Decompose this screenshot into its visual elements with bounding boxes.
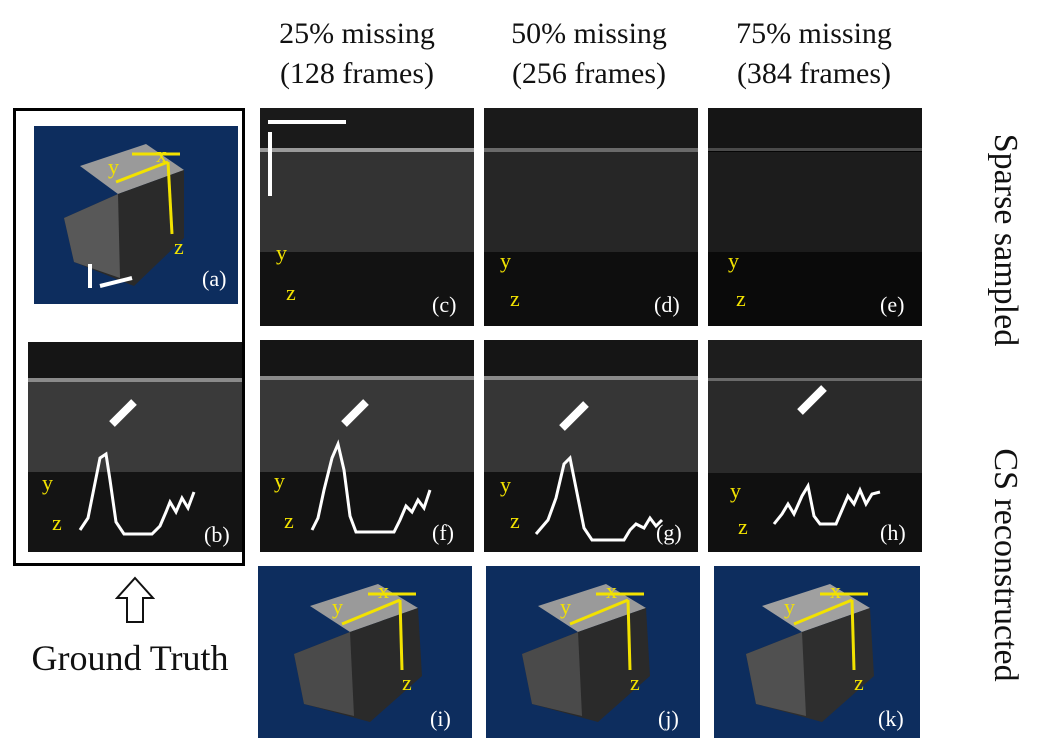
row-label-sparse: Sparse sampled [987,133,1024,347]
panel-label-a: (a) [202,266,227,291]
bscan-image [28,342,242,552]
axis-z-label: z [738,514,748,539]
row-label-cs: CS reconstructed [987,448,1024,682]
column-header-line2: (256 frames) [511,57,667,90]
axis-y-label: y [730,478,741,503]
axis-z-label: z [286,280,296,305]
column-header-75: 75% missing (384 frames) [709,14,919,94]
panel-label-k: (k) [878,706,904,731]
column-header-line1: 75% missing [736,17,892,50]
axis-y-label: y [274,468,285,493]
panel-c-sparse: y z (c) [260,108,474,326]
axis-x-label: x [378,578,389,603]
axis-z-label: z [174,234,184,259]
panel-label-j: (j) [658,706,679,731]
column-header-line2: (384 frames) [736,57,892,90]
panel-h-cs: y z (h) [708,340,922,552]
axis-y-label: y [42,470,53,495]
axis-z-label: z [52,510,62,535]
panel-label-g: (g) [656,520,682,545]
panel-label-b: (b) [204,522,230,547]
axis-y-label: y [728,248,739,273]
axis-z-label: z [630,670,640,695]
column-header-line1: 25% missing [279,17,435,50]
panel-label-f: (f) [432,520,454,545]
panel-g-cs: y z (g) [484,340,698,552]
volume-render [746,584,874,722]
bscan-image [484,340,698,552]
axis-x-label: x [830,578,841,603]
panel-label-c: (c) [432,292,457,317]
panel-label-h: (h) [880,520,906,545]
axis-y-label: y [276,240,287,265]
axis-z-label: z [736,286,746,311]
panel-f-cs: y z (f) [260,340,474,552]
ground-truth-frame [13,108,245,566]
column-header-line2: (128 frames) [279,57,435,90]
panel-e-sparse: y z (e) [708,108,922,326]
column-header-line1: 50% missing [511,17,667,50]
column-header-25: 25% missing (128 frames) [252,14,462,94]
column-header-50: 50% missing (256 frames) [484,14,694,94]
ground-truth-caption: Ground Truth [31,638,229,678]
axis-y-label: y [784,594,795,619]
panel-i-volume: x y z (i) [258,566,472,738]
axis-y-label: y [108,154,119,179]
panel-label-e: (e) [880,292,905,317]
axis-x-label: x [606,578,617,603]
axis-y-label: y [500,472,511,497]
bscan-image [260,340,474,552]
bscan-image [260,108,474,326]
panel-j-volume: x y z (j) [486,566,700,738]
panel-d-sparse: y z (d) [484,108,698,326]
panel-k-volume: x y z (k) [714,566,920,738]
panel-a-volume: x y z (a) [34,126,238,304]
bscan-image [708,108,922,326]
axis-y-label: y [332,594,343,619]
axis-z-label: z [402,670,412,695]
axis-z-label: z [854,670,864,695]
axis-z-label: z [510,508,520,533]
axis-y-label: y [560,594,571,619]
bscan-image [484,108,698,326]
panel-label-i: (i) [430,706,451,731]
axis-y-label: y [500,248,511,273]
axis-x-label: x [156,142,167,167]
volume-render [522,584,650,722]
volume-render [294,584,422,722]
panel-label-d: (d) [654,292,680,317]
axis-z-label: z [510,286,520,311]
axis-z-label: z [284,508,294,533]
volume-render [64,144,184,288]
bscan-image [708,340,922,552]
panel-b-bscan: y z (b) [28,342,242,552]
up-arrow-icon [115,576,155,623]
